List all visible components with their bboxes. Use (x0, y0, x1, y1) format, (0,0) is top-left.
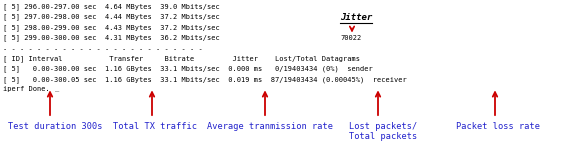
Text: [ 5] 299.00-300.00 sec  4.31 MBytes  36.2 Mbits/sec: [ 5] 299.00-300.00 sec 4.31 MBytes 36.2 … (3, 35, 220, 41)
Text: iperf Done.: iperf Done. (3, 86, 50, 92)
Text: Lost packets/
Total packets: Lost packets/ Total packets (349, 122, 417, 141)
Text: [ 5] 297.00-298.00 sec  4.44 MBytes  37.2 Mbits/sec: [ 5] 297.00-298.00 sec 4.44 MBytes 37.2 … (3, 14, 220, 20)
Text: [ 5]   0.00-300.05 sec  1.16 GBytes  33.1 Mbits/sec  0.019 ms  87/19403434 (0.00: [ 5] 0.00-300.05 sec 1.16 GBytes 33.1 Mb… (3, 76, 407, 83)
Text: _: _ (55, 86, 59, 92)
Text: [ 5] 296.00-297.00 sec  4.64 MBytes  39.0 Mbits/sec: [ 5] 296.00-297.00 sec 4.64 MBytes 39.0 … (3, 3, 220, 10)
Text: [ 5] 298.00-299.00 sec  4.43 MBytes  37.2 Mbits/sec: [ 5] 298.00-299.00 sec 4.43 MBytes 37.2 … (3, 24, 220, 31)
Text: Average tranmission rate: Average tranmission rate (207, 122, 333, 131)
Text: [ 5]   0.00-300.00 sec  1.16 GBytes  33.1 Mbits/sec  0.000 ms   0/19403434 (0%) : [ 5] 0.00-300.00 sec 1.16 GBytes 33.1 Mb… (3, 65, 373, 72)
Text: [ ID] Interval           Transfer     Bitrate         Jitter    Lost/Total Datag: [ ID] Interval Transfer Bitrate Jitter L… (3, 55, 360, 62)
Text: Test duration 300s: Test duration 300s (8, 122, 102, 131)
Text: Total TX traffic: Total TX traffic (113, 122, 197, 131)
Text: Jitter: Jitter (340, 14, 372, 22)
Text: Packet loss rate: Packet loss rate (456, 122, 540, 131)
Text: 70022: 70022 (340, 35, 361, 41)
Text: - - - - - - - - - - - - - - - - - - - - - - - -: - - - - - - - - - - - - - - - - - - - - … (3, 46, 203, 52)
